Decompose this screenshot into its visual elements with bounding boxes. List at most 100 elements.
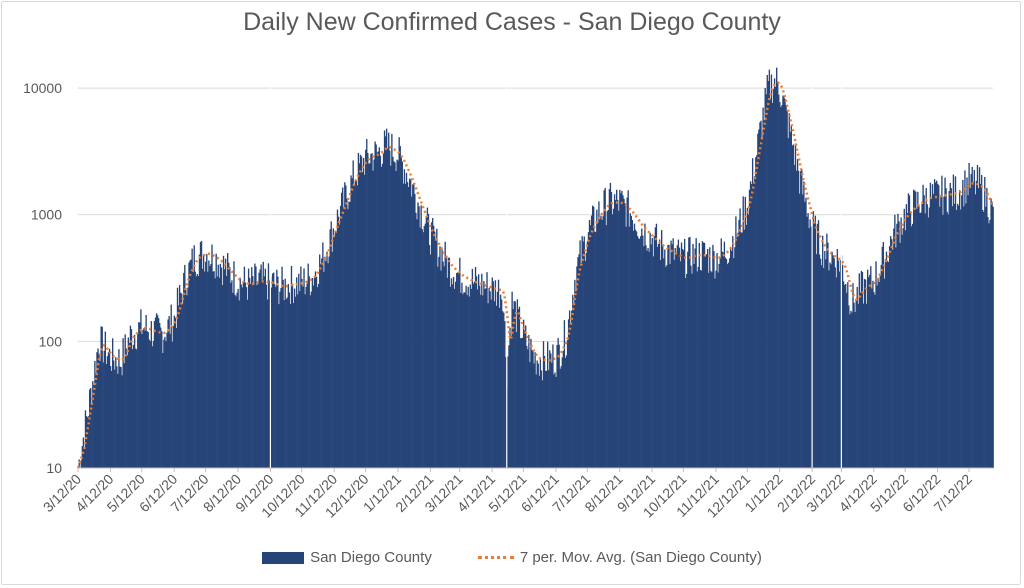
bar <box>284 278 286 468</box>
bar <box>519 338 522 468</box>
bar <box>666 265 668 468</box>
bar <box>558 344 560 468</box>
bar <box>238 300 240 468</box>
bar <box>917 191 919 469</box>
bar <box>934 182 937 468</box>
bar <box>644 223 646 468</box>
bar <box>646 250 648 468</box>
bar <box>725 259 728 468</box>
bar <box>556 345 558 468</box>
bar <box>632 230 635 468</box>
bar <box>539 358 542 468</box>
bar <box>535 374 537 468</box>
bar <box>616 189 618 468</box>
bar <box>763 120 765 468</box>
bar <box>582 241 584 468</box>
bar <box>990 198 992 469</box>
bar <box>392 156 394 468</box>
bar <box>832 255 834 468</box>
bar <box>944 177 946 468</box>
bar <box>825 259 827 468</box>
bar <box>419 227 421 468</box>
bar <box>237 288 239 468</box>
legend-swatch-moving-average <box>477 556 514 559</box>
bar <box>882 242 885 468</box>
bar <box>898 221 900 468</box>
bar <box>309 295 311 468</box>
bar <box>604 187 606 468</box>
bar <box>253 284 255 468</box>
bar <box>921 203 923 468</box>
bar <box>500 299 503 468</box>
bar <box>357 152 360 469</box>
bar <box>368 163 370 468</box>
bar <box>179 292 182 468</box>
bar <box>810 226 812 468</box>
bar <box>308 276 310 468</box>
bar <box>461 282 463 468</box>
bar <box>360 156 363 468</box>
bar <box>710 270 712 468</box>
bar <box>160 327 162 468</box>
bar <box>667 244 669 468</box>
bar <box>955 210 958 468</box>
bar <box>320 264 322 468</box>
bar <box>440 270 442 468</box>
bar <box>748 189 751 468</box>
bar <box>668 244 670 468</box>
bar <box>863 278 866 468</box>
bar <box>511 291 513 468</box>
bar <box>423 226 425 468</box>
bar <box>842 281 845 468</box>
bar <box>964 170 966 468</box>
bar <box>444 241 446 468</box>
bar <box>512 309 514 468</box>
bar <box>527 349 529 468</box>
bar <box>177 305 180 468</box>
bar <box>738 219 740 468</box>
bar <box>263 276 265 468</box>
bar <box>952 174 955 468</box>
bar <box>233 261 235 468</box>
bar <box>196 274 199 468</box>
bar <box>695 238 697 468</box>
bar <box>761 139 763 469</box>
bar <box>195 276 197 468</box>
bar <box>235 296 237 468</box>
bar <box>156 315 159 468</box>
bar <box>713 251 715 468</box>
bar <box>232 292 234 468</box>
bar <box>305 286 307 468</box>
bar <box>915 191 917 468</box>
bar <box>969 188 971 468</box>
bar <box>199 242 202 468</box>
bar <box>628 226 630 468</box>
bar <box>702 242 705 468</box>
bar <box>304 294 306 468</box>
bar <box>800 171 802 468</box>
bar <box>397 160 399 468</box>
bar <box>589 225 592 468</box>
bar <box>431 218 434 468</box>
bar <box>813 221 816 468</box>
bar <box>872 280 874 468</box>
bar <box>303 268 305 468</box>
bar <box>817 220 820 468</box>
legend-label-bars: San Diego County <box>310 549 432 566</box>
bar <box>388 132 390 469</box>
bar <box>102 362 104 468</box>
bar <box>340 192 343 469</box>
bar <box>965 203 967 468</box>
bar <box>287 284 290 468</box>
bar <box>603 190 605 469</box>
bar <box>848 305 850 468</box>
bar <box>466 295 468 468</box>
bar <box>378 147 380 468</box>
bar <box>299 291 301 468</box>
bar <box>659 260 662 468</box>
bar <box>932 194 935 468</box>
bar <box>741 232 743 468</box>
bar <box>460 292 462 468</box>
bar <box>975 180 978 468</box>
bar <box>313 277 316 468</box>
